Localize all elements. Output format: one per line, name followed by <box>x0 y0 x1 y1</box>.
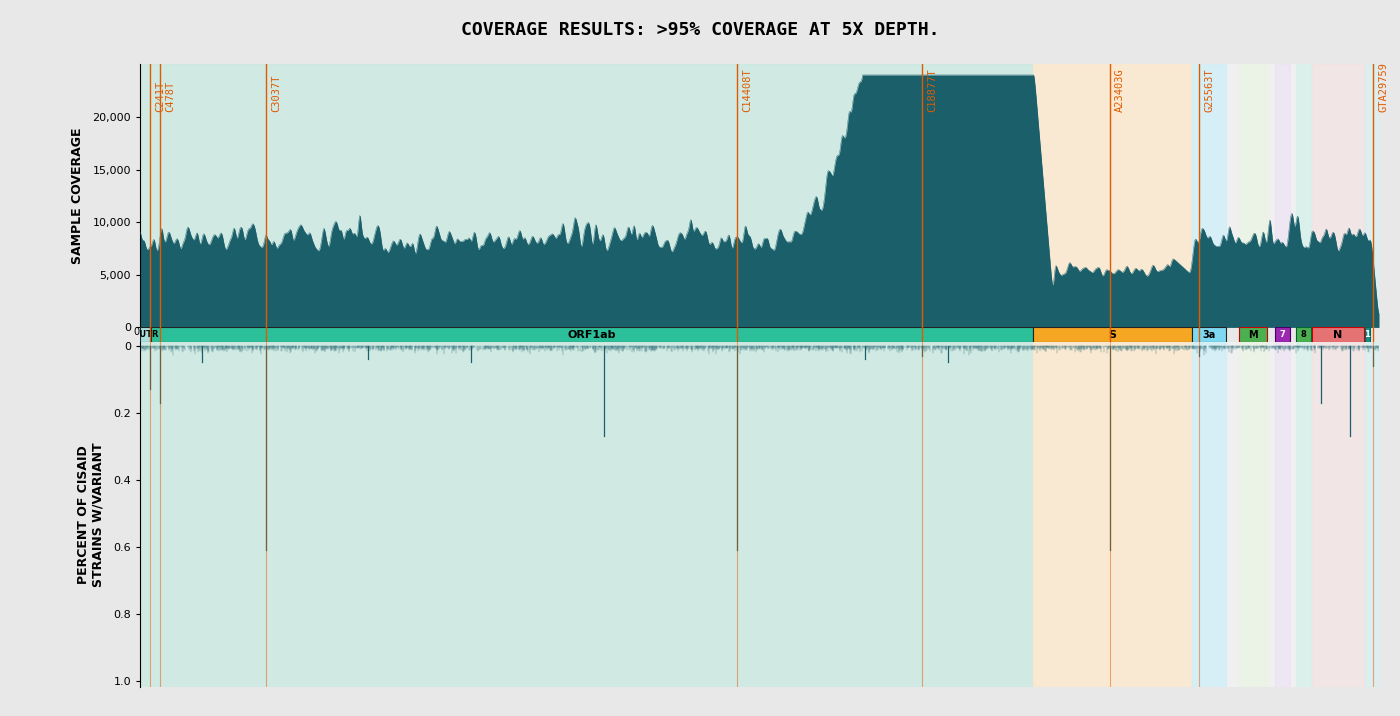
Text: COVERAGE RESULTS: >95% COVERAGE AT 5X DEPTH.: COVERAGE RESULTS: >95% COVERAGE AT 5X DE… <box>461 21 939 39</box>
Text: ORF1ab: ORF1ab <box>568 330 616 340</box>
Text: M: M <box>1247 330 1257 340</box>
Text: G25563T: G25563T <box>1204 68 1214 112</box>
Bar <box>151 327 1033 342</box>
Bar <box>1296 342 1310 687</box>
Text: 3a: 3a <box>1203 330 1215 340</box>
Text: C478T: C478T <box>165 80 175 112</box>
Bar <box>1365 327 1369 342</box>
Bar <box>1365 342 1379 687</box>
Bar <box>1239 64 1267 327</box>
Text: N: N <box>1333 330 1343 340</box>
Text: 1: 1 <box>1364 330 1371 339</box>
Text: S: S <box>1109 330 1117 340</box>
Text: 0: 0 <box>134 327 140 337</box>
Bar <box>1193 64 1226 327</box>
Bar <box>1312 64 1364 327</box>
Bar <box>1296 64 1310 327</box>
Bar <box>1033 64 1191 327</box>
Bar <box>1312 342 1364 687</box>
Bar <box>140 342 1033 687</box>
Bar <box>1296 327 1310 342</box>
Text: C241T: C241T <box>155 80 165 112</box>
Bar <box>140 64 1033 327</box>
Y-axis label: SAMPLE COVERAGE: SAMPLE COVERAGE <box>71 127 84 264</box>
Text: GTA29759: GTA29759 <box>1378 62 1387 112</box>
Text: 7: 7 <box>1280 330 1285 339</box>
Y-axis label: PERCENT OF CISAID
STRAINS W/VARIANT: PERCENT OF CISAID STRAINS W/VARIANT <box>77 442 105 587</box>
Bar <box>1275 327 1291 342</box>
Text: C14408T: C14408T <box>742 68 752 112</box>
Text: 8: 8 <box>1301 330 1306 339</box>
Bar <box>1275 342 1291 687</box>
Text: C3037T: C3037T <box>270 74 281 112</box>
Bar <box>140 327 151 342</box>
Text: 5'UTR: 5'UTR <box>132 330 160 339</box>
Bar <box>1365 64 1379 327</box>
Text: C18877T: C18877T <box>927 68 937 112</box>
Bar <box>1033 342 1191 687</box>
Bar <box>1239 327 1267 342</box>
Bar <box>1312 327 1364 342</box>
Bar <box>1033 327 1191 342</box>
Bar <box>1239 342 1267 687</box>
Text: A23403G: A23403G <box>1114 68 1124 112</box>
Bar <box>1275 64 1291 327</box>
Bar <box>1193 342 1226 687</box>
Bar <box>1193 327 1226 342</box>
